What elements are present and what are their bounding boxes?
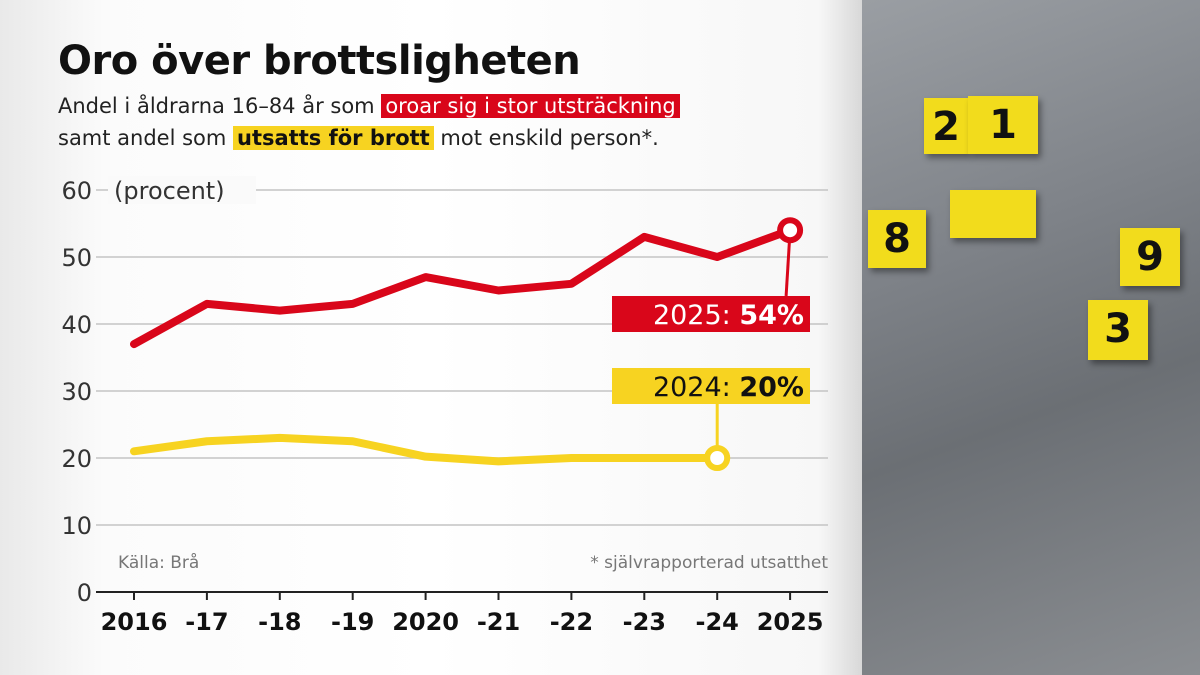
crime-scene-photo: 2 1 8 9 3 bbox=[862, 0, 1200, 675]
source-note: Källa: Brå bbox=[118, 552, 199, 573]
x-tick-label: -23 bbox=[623, 608, 666, 636]
y-tick-label: 60 bbox=[61, 177, 92, 205]
data-point bbox=[131, 448, 137, 455]
data-point bbox=[568, 455, 575, 461]
end-marker bbox=[704, 445, 731, 471]
subtitle-line1: Andel i åldrarna 16–84 år som oroar sig … bbox=[58, 94, 680, 118]
evidence-marker bbox=[950, 190, 1036, 238]
x-tick-label: 2025 bbox=[757, 608, 824, 636]
x-tick-label: -21 bbox=[477, 608, 520, 636]
chart-title: Oro över brottsligheten bbox=[58, 38, 581, 84]
subtitle-text: Andel i åldrarna 16–84 år som bbox=[58, 94, 382, 118]
y-tick-label: 20 bbox=[61, 445, 92, 473]
value-callout-text: 2025: 54% bbox=[653, 300, 804, 331]
footnote: * självrapporterad utsatthet bbox=[590, 553, 828, 573]
value-callout-text: 2024: 20% bbox=[653, 372, 804, 403]
x-tick-label: -17 bbox=[185, 608, 228, 636]
evidence-marker: 3 bbox=[1088, 300, 1148, 360]
data-point bbox=[349, 438, 356, 445]
value-callout-box bbox=[612, 296, 810, 332]
data-point bbox=[276, 434, 283, 441]
subtitle-text: mot enskild person*. bbox=[433, 126, 659, 150]
y-tick-label: 10 bbox=[61, 512, 92, 540]
evidence-marker: 9 bbox=[1120, 228, 1180, 286]
x-tick-label: -22 bbox=[550, 608, 593, 636]
x-tick-label: -18 bbox=[258, 608, 301, 636]
callout-year: 2025: bbox=[653, 300, 739, 331]
data-point bbox=[641, 455, 648, 461]
data-point bbox=[495, 458, 502, 465]
series-line bbox=[130, 226, 795, 349]
y-tick-label: 50 bbox=[61, 244, 92, 272]
callout-year: 2024: bbox=[653, 372, 739, 403]
y-tick-label: 0 bbox=[77, 579, 92, 607]
y-tick-label: 30 bbox=[61, 378, 92, 406]
value-callout-box bbox=[612, 368, 810, 404]
x-tick-label: 2016 bbox=[101, 608, 168, 636]
data-point bbox=[422, 274, 429, 281]
evidence-marker: 2 bbox=[924, 98, 968, 154]
data-point bbox=[422, 453, 429, 460]
x-tick-label: 2020 bbox=[392, 608, 459, 636]
y-tick-label: 40 bbox=[61, 311, 92, 339]
data-point bbox=[714, 254, 721, 260]
red-series-legend: oroar sig i stor utsträckning bbox=[381, 94, 680, 118]
data-point bbox=[131, 341, 137, 348]
data-point bbox=[203, 300, 210, 307]
callout-value: 54% bbox=[739, 300, 804, 331]
evidence-marker: 8 bbox=[868, 210, 926, 268]
x-tick-label: -24 bbox=[696, 608, 739, 636]
y-axis-label: (procent) bbox=[114, 177, 225, 205]
end-marker bbox=[777, 217, 804, 244]
evidence-marker: 1 bbox=[968, 96, 1038, 154]
x-tick-label: -19 bbox=[331, 608, 374, 636]
data-point bbox=[568, 280, 575, 287]
subtitle-line2: samt andel som utsatts för brott mot ens… bbox=[58, 126, 659, 150]
data-point bbox=[495, 287, 502, 294]
data-point bbox=[641, 233, 648, 240]
callout-value: 20% bbox=[739, 372, 804, 403]
data-point bbox=[276, 307, 283, 314]
subtitle-text: samt andel som bbox=[58, 126, 234, 150]
data-point bbox=[349, 300, 356, 307]
label-bg bbox=[108, 176, 256, 204]
data-point bbox=[203, 438, 210, 445]
yellow-series-legend: utsatts för brott bbox=[233, 126, 434, 150]
